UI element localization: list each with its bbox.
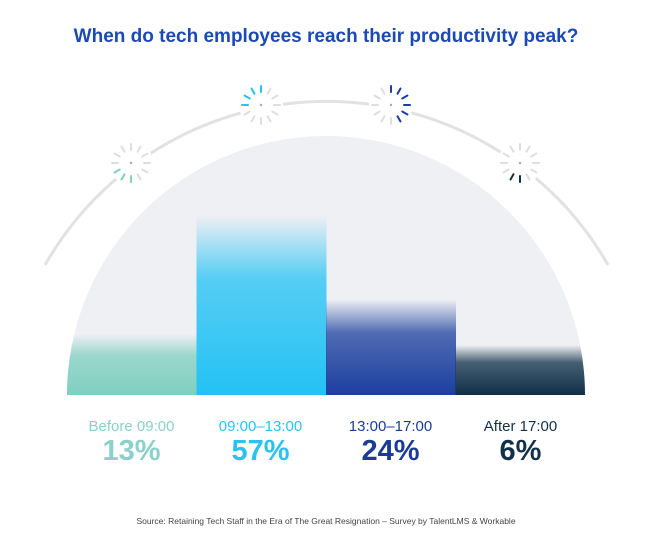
- category-label-2: 13:00–17:00 24%: [326, 418, 455, 468]
- sun-ray: [380, 115, 386, 123]
- sun-ray: [525, 145, 531, 153]
- data-label: 6%: [499, 435, 542, 467]
- sun-ray: [396, 115, 402, 123]
- sun-ray: [120, 145, 126, 153]
- category-name: Before 09:00: [88, 418, 175, 435]
- bar-1: [196, 215, 327, 395]
- sun-ray: [136, 173, 142, 181]
- bar-0: [67, 333, 197, 395]
- sun-ray: [509, 145, 515, 153]
- category-label-3: After 17:00 6%: [456, 418, 585, 468]
- sun-icon-2: [369, 83, 413, 127]
- sun-ray: [401, 110, 409, 116]
- sun-ray: [396, 87, 402, 95]
- category-label-0: Before 09:00 13%: [67, 418, 196, 468]
- sun-ray: [530, 152, 538, 158]
- source-note: Source: Retaining Tech Staff in the Era …: [136, 516, 516, 526]
- sun-ray: [250, 87, 256, 95]
- sun-ray: [243, 94, 251, 100]
- bar-2: [326, 299, 456, 395]
- sun-icon-0: [109, 141, 153, 185]
- sun-ray: [266, 115, 272, 123]
- sun-ray: [141, 152, 149, 158]
- category-name: 09:00–13:00: [218, 418, 303, 435]
- sun-path-arc: [43, 99, 610, 266]
- sun-ray: [141, 168, 149, 174]
- sun-ray: [525, 173, 531, 181]
- data-label: 24%: [361, 435, 420, 467]
- sun-ray: [243, 110, 251, 116]
- sun-ray: [271, 94, 279, 100]
- sun-ray: [113, 152, 121, 158]
- category-label-1: 09:00–13:00 57%: [196, 418, 325, 468]
- sun-ray: [250, 115, 256, 123]
- sun-icon-3: [498, 141, 542, 185]
- sun-ray: [401, 94, 409, 100]
- category-name: 13:00–17:00: [348, 418, 433, 435]
- sun-ray: [271, 110, 279, 116]
- sun-ray: [509, 173, 515, 181]
- sun-ray: [373, 94, 381, 100]
- chart-title: When do tech employees reach their produ…: [73, 26, 579, 47]
- data-label: 57%: [231, 435, 290, 467]
- sun-ray: [502, 152, 510, 158]
- data-label: 13%: [102, 435, 161, 467]
- sun-ray: [113, 168, 121, 174]
- sun-ray: [380, 87, 386, 95]
- sun-ray: [530, 168, 538, 174]
- sun-ray: [266, 87, 272, 95]
- sun-ray: [502, 168, 510, 174]
- sun-ray: [136, 145, 142, 153]
- bar-3: [455, 345, 585, 395]
- category-name: After 17:00: [483, 418, 558, 435]
- sun-ray: [373, 110, 381, 116]
- sun-icon-1: [239, 83, 283, 127]
- sun-ray: [120, 173, 126, 181]
